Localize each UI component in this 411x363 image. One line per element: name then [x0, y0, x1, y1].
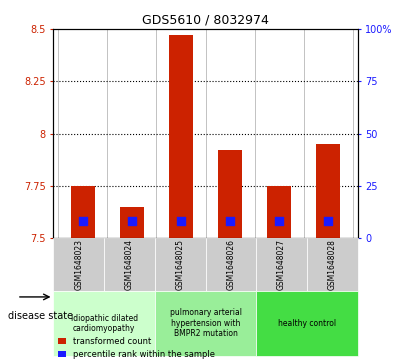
FancyBboxPatch shape [256, 238, 307, 291]
FancyBboxPatch shape [307, 238, 358, 291]
Bar [120, 207, 144, 238]
FancyBboxPatch shape [256, 291, 358, 356]
FancyBboxPatch shape [53, 238, 104, 291]
FancyBboxPatch shape [53, 291, 155, 356]
Bar [218, 150, 242, 238]
Bar [169, 35, 193, 238]
Text: GSM1648024: GSM1648024 [125, 239, 134, 290]
FancyBboxPatch shape [155, 291, 256, 356]
Bar [316, 144, 340, 238]
Text: GSM1648028: GSM1648028 [328, 239, 337, 290]
Text: GSM1648023: GSM1648023 [74, 239, 83, 290]
Text: GSM1648026: GSM1648026 [226, 239, 236, 290]
Point [227, 218, 233, 224]
Point [129, 218, 135, 224]
Text: GSM1648025: GSM1648025 [175, 239, 185, 290]
Legend: transformed count, percentile rank within the sample: transformed count, percentile rank withi… [58, 337, 215, 359]
Text: GSM1648027: GSM1648027 [277, 239, 286, 290]
Point [178, 218, 184, 224]
Bar [267, 186, 291, 238]
Point [276, 218, 282, 224]
Text: pulmonary arterial
hypertension with
BMPR2 mutation: pulmonary arterial hypertension with BMP… [169, 309, 242, 338]
Title: GDS5610 / 8032974: GDS5610 / 8032974 [142, 13, 269, 26]
Text: disease state: disease state [8, 311, 73, 321]
Point [325, 218, 331, 224]
Point [80, 218, 86, 224]
Text: idiopathic dilated
cardiomyopathy: idiopathic dilated cardiomyopathy [71, 314, 138, 333]
Bar [71, 186, 95, 238]
FancyBboxPatch shape [104, 238, 155, 291]
Text: healthy control: healthy control [278, 319, 336, 328]
FancyBboxPatch shape [206, 238, 256, 291]
FancyBboxPatch shape [155, 238, 206, 291]
